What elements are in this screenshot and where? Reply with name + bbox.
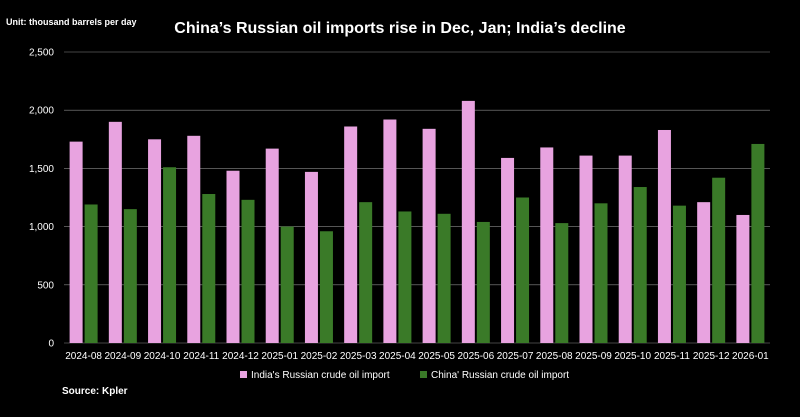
y-tick-label: 500	[37, 280, 54, 291]
x-tick-label: 2025-07	[497, 351, 534, 362]
bar-india	[187, 135, 201, 343]
bar-china	[437, 213, 451, 343]
bar-china	[280, 226, 294, 343]
legend-swatch	[240, 371, 247, 378]
unit-note: Unit: thousand barrels per day	[6, 17, 137, 27]
x-tick-label: 2026-01	[732, 351, 769, 362]
x-tick-label: 2025-09	[575, 351, 612, 362]
y-tick-label: 1,000	[29, 222, 54, 233]
bar-china	[398, 211, 412, 343]
bar-india	[540, 147, 554, 343]
bar-india	[579, 155, 593, 343]
bar-india	[383, 119, 397, 344]
x-tick-label: 2024-09	[104, 351, 141, 362]
bar-china	[672, 205, 686, 343]
legend-label: China' Russian crude oil import	[431, 370, 569, 381]
x-tick-label: 2024-12	[222, 351, 259, 362]
x-tick-label: 2025-06	[457, 351, 494, 362]
y-tick-label: 2,500	[29, 48, 54, 59]
bar-china	[633, 187, 647, 343]
bar-china	[751, 143, 765, 343]
bar-india	[265, 148, 279, 343]
x-tick-label: 2025-03	[340, 351, 377, 362]
bar-india	[657, 129, 671, 343]
bar-india	[697, 202, 711, 343]
bar-india	[108, 121, 122, 343]
bar-china	[555, 223, 569, 343]
x-tick-label: 2024-08	[65, 351, 102, 362]
bar-india	[344, 126, 358, 343]
x-tick-label: 2025-08	[536, 351, 573, 362]
x-tick-label: 2025-12	[693, 351, 730, 362]
x-tick-label: 2025-10	[614, 351, 651, 362]
x-tick-label: 2025-01	[261, 351, 298, 362]
legend-label: India's Russian crude oil import	[251, 370, 390, 381]
x-tick-label: 2025-05	[418, 351, 455, 362]
bar-india	[226, 170, 240, 343]
bar-china	[476, 221, 490, 343]
x-tick-label: 2025-04	[379, 351, 416, 362]
bar-india	[501, 157, 515, 343]
bar-china	[84, 204, 98, 343]
legend-swatch	[420, 371, 427, 378]
y-tick-label: 1,500	[29, 164, 54, 175]
bar-china	[319, 231, 333, 343]
bar-china	[241, 199, 255, 343]
x-tick-label: 2025-02	[301, 351, 338, 362]
bar-india	[148, 139, 162, 343]
x-tick-label: 2024-10	[144, 351, 181, 362]
y-tick-label: 2,000	[29, 106, 54, 117]
bar-india	[736, 214, 750, 343]
bar-china	[359, 202, 373, 343]
y-tick-label: 0	[48, 339, 54, 350]
bar-china	[123, 209, 137, 343]
bar-china	[712, 177, 726, 343]
bar-china	[202, 194, 216, 343]
bar-china	[594, 203, 608, 343]
chart-title: China’s Russian oil imports rise in Dec,…	[174, 20, 626, 37]
bar-china	[516, 197, 530, 343]
source-note: Source: Kpler	[62, 386, 128, 397]
bar-india	[618, 155, 632, 343]
bar-india	[422, 128, 436, 343]
x-tick-label: 2024-11	[183, 351, 219, 362]
bar-india	[461, 100, 475, 343]
x-tick-label: 2025-11	[654, 351, 690, 362]
bar-india	[69, 141, 83, 343]
bar-india	[304, 171, 318, 343]
bar-china	[163, 167, 177, 343]
